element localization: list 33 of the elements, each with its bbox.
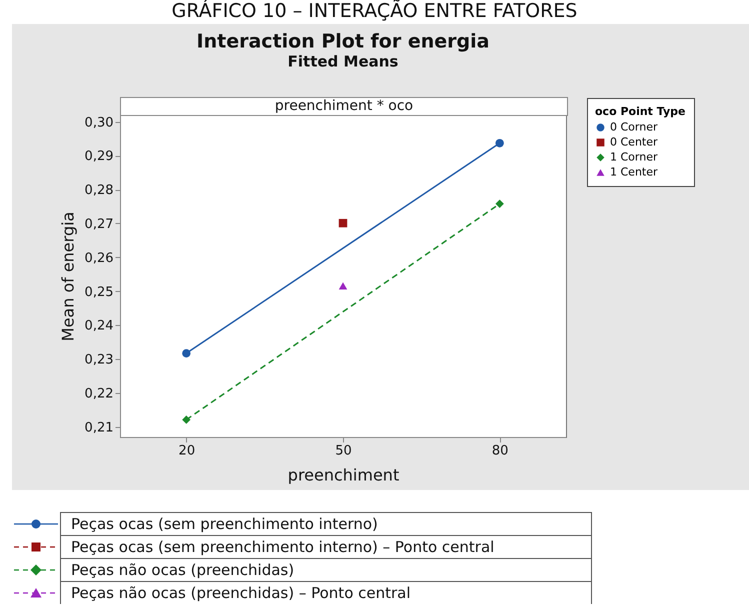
y-tick-label: 0,26	[84, 250, 114, 266]
x-tick-label: 20	[178, 444, 196, 458]
chart-title: Interaction Plot for energia	[196, 30, 490, 52]
legend-label: 0 Corner	[610, 120, 658, 134]
text: preenchiment * oco	[120, 97, 568, 116]
point	[495, 138, 504, 148]
y-tick-label: 0,25	[84, 284, 114, 300]
y-tick-label: 0,29	[84, 149, 114, 164]
point	[495, 200, 504, 208]
text: Peças ocas (sem preenchimento interno)	[60, 512, 592, 535]
legend-label: 0 Center	[610, 136, 658, 148]
y-tick-label: 0,23	[84, 352, 114, 368]
y-tick-label: 0,21	[84, 420, 114, 436]
text: Peças ocas (sem preenchimento interno) – Ponto central	[60, 535, 592, 558]
y-tick-label: 0,30	[84, 115, 114, 130]
text: Peças não ocas (preenchidas)	[60, 558, 592, 581]
x-tick-label: 50	[335, 444, 352, 458]
legend-label: 1 Corner	[610, 150, 658, 164]
legend-label: 1 Center	[610, 166, 658, 178]
point	[338, 282, 348, 290]
x-tick-label: 80	[492, 444, 508, 458]
y-tick-label: 0,22	[84, 386, 114, 402]
point	[182, 349, 191, 358]
point	[182, 416, 191, 424]
x-axis-title: preenchiment	[288, 466, 400, 484]
y-axis-title: Mean of energia	[58, 212, 78, 342]
legend-title: oco Point Type	[595, 105, 686, 118]
text: Peças não ocas (preenchidas) – Ponto central	[60, 581, 592, 604]
y-tick-label: 0,28	[84, 183, 114, 198]
y-tick-label: 0,27	[84, 216, 114, 232]
point	[338, 218, 348, 228]
y-tick-label: 0,24	[84, 318, 114, 334]
chart-subtitle: Fitted Means	[288, 52, 398, 70]
